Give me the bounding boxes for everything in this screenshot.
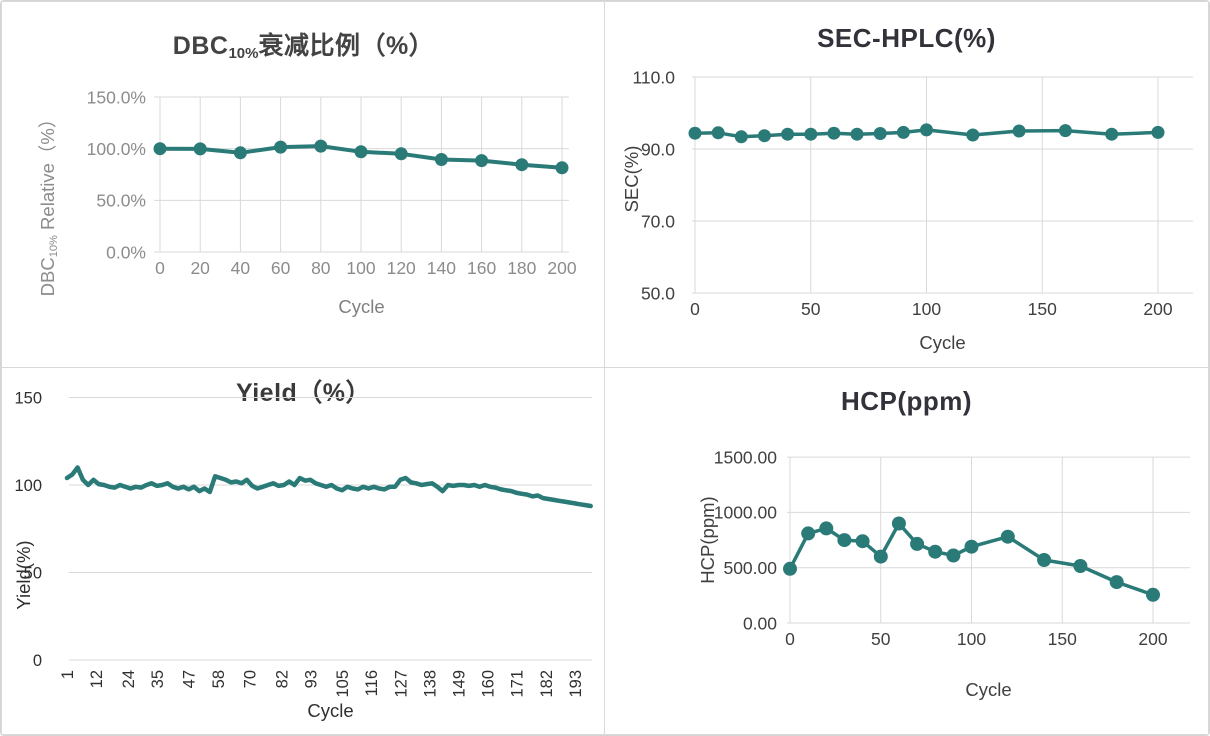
svg-text:0: 0	[785, 629, 795, 649]
svg-text:100: 100	[346, 258, 375, 278]
svg-text:193: 193	[567, 670, 585, 698]
svg-text:40: 40	[231, 258, 251, 278]
chart-title-dbc: DBC10%衰减比例（%）	[2, 26, 605, 62]
svg-text:150: 150	[1048, 629, 1077, 649]
svg-text:100: 100	[957, 629, 986, 649]
svg-text:150.0%: 150.0%	[87, 87, 146, 107]
chart-title-yield: Yield（%）	[235, 379, 372, 407]
svg-text:160: 160	[480, 670, 498, 698]
svg-text:70: 70	[242, 670, 260, 688]
svg-text:100: 100	[912, 299, 941, 319]
svg-text:82: 82	[273, 670, 291, 688]
x-axis-label-sec: Cycle	[919, 332, 966, 353]
svg-text:90.0: 90.0	[641, 139, 675, 159]
svg-text:1000.00: 1000.00	[714, 503, 778, 523]
panel-yield: Yield（%） Yield(%) Cycle 0 50 100 150 1 12 24 35…	[1, 367, 606, 735]
svg-text:0: 0	[155, 258, 165, 278]
title-text: 衰减比例（%）	[258, 32, 435, 60]
svg-text:50: 50	[801, 299, 821, 319]
svg-text:171: 171	[509, 670, 527, 698]
svg-text:50: 50	[24, 564, 42, 582]
chart-title-hcp: HCP(ppm)	[840, 386, 973, 416]
svg-text:180: 180	[507, 258, 536, 278]
title-subscript: 10%	[228, 44, 259, 62]
svg-text:182: 182	[538, 670, 556, 698]
svg-text:500.00: 500.00	[723, 558, 777, 578]
svg-text:1: 1	[59, 670, 77, 679]
svg-text:80: 80	[311, 258, 331, 278]
svg-text:0.00: 0.00	[743, 613, 777, 633]
svg-text:50.0%: 50.0%	[96, 191, 146, 211]
svg-text:127: 127	[392, 670, 410, 698]
svg-text:160: 160	[467, 258, 496, 278]
svg-text:93: 93	[302, 670, 320, 688]
panel-sec-hplc: SEC-HPLC(%) SEC(%) Cycle 50.0 70.0 90.0 110…	[604, 1, 1209, 369]
dbc-line-chart: 0.0% 50.0% 100.0% 150.0% 0 20 40 60 80 100 120 140 1…	[87, 87, 577, 278]
x-axis-label-dbc: Cycle	[338, 296, 385, 317]
svg-text:138: 138	[421, 670, 439, 698]
svg-text:140: 140	[427, 258, 456, 278]
svg-text:0: 0	[690, 299, 700, 319]
panel-dbc-decay: DBC10%衰减比例（%） DBC10% Relative（%） Cycle 0…	[1, 1, 606, 369]
svg-text:116: 116	[363, 670, 381, 696]
svg-text:50: 50	[871, 629, 891, 649]
svg-text:0.0%: 0.0%	[106, 242, 146, 262]
title-text: DBC	[172, 32, 229, 60]
hcp-line-chart: 0.00 500.00 1000.00 1500.00 0 50 100 150 200	[714, 447, 1190, 649]
svg-text:200: 200	[547, 258, 576, 278]
svg-text:149: 149	[450, 670, 468, 698]
x-axis-label-yield: Cycle	[307, 700, 354, 721]
svg-text:20: 20	[190, 258, 210, 278]
sec-line-chart: 50.0 70.0 90.0 110.0 0 50 100 150 200	[633, 67, 1193, 319]
chart-title-sec: SEC-HPLC(%)	[817, 23, 996, 53]
svg-text:150: 150	[14, 389, 42, 407]
svg-text:50.0: 50.0	[641, 283, 675, 303]
svg-text:60: 60	[271, 258, 291, 278]
svg-text:110.0: 110.0	[633, 67, 676, 87]
yield-line-chart: 0 50 100 150 1 12 24 35 47 58 70 82 93 105 116 127 138 14…	[14, 389, 593, 698]
panel-hcp: HCP(ppm) HCP(ppm) Cycle 0.00 500.00 1000.0…	[604, 367, 1209, 735]
svg-text:150: 150	[1028, 299, 1057, 319]
svg-text:24: 24	[120, 670, 138, 688]
svg-text:200: 200	[1143, 299, 1172, 319]
svg-text:35: 35	[149, 670, 167, 688]
svg-text:100.0%: 100.0%	[87, 139, 146, 159]
svg-text:70.0: 70.0	[641, 211, 675, 231]
svg-text:0: 0	[33, 652, 42, 670]
svg-text:12: 12	[88, 670, 106, 688]
svg-text:47: 47	[181, 670, 199, 688]
svg-text:105: 105	[334, 670, 352, 698]
x-axis-label-hcp: Cycle	[965, 679, 1012, 700]
svg-text:200: 200	[1138, 629, 1167, 649]
svg-text:58: 58	[210, 670, 228, 688]
svg-text:100: 100	[14, 477, 42, 495]
svg-text:120: 120	[387, 258, 416, 278]
svg-text:1500.00: 1500.00	[714, 447, 778, 467]
